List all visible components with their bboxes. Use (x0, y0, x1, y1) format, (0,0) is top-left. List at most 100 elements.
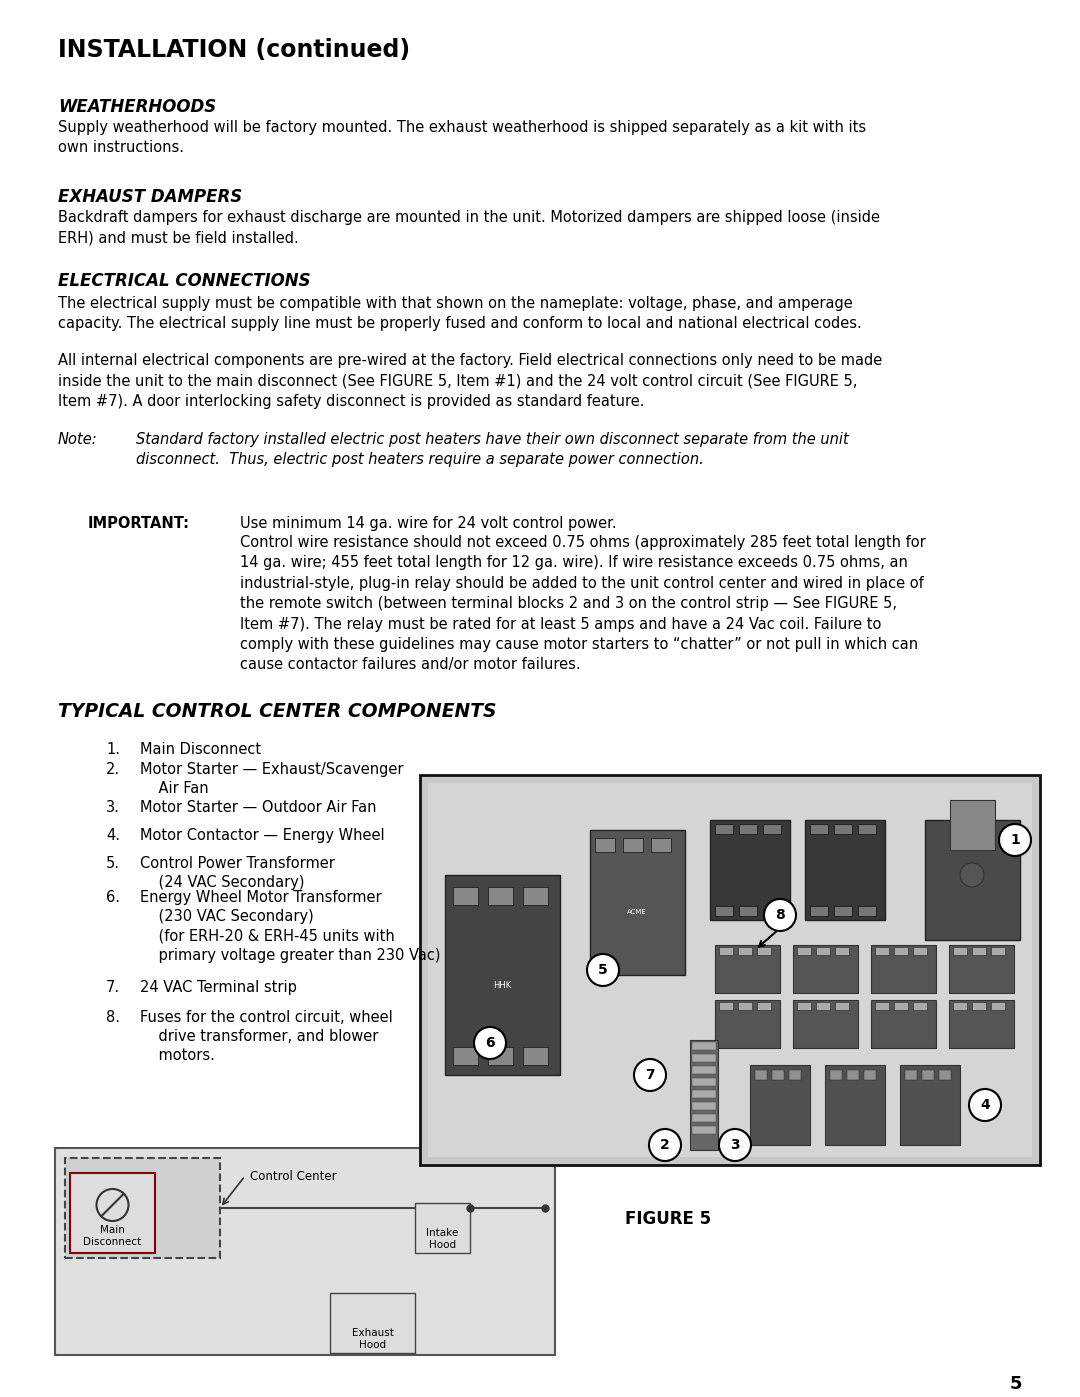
Bar (810, 824, 828, 834)
Bar (719, 947, 733, 956)
Text: Use minimum 14 ga. wire for 24 volt control power.: Use minimum 14 ga. wire for 24 volt cont… (240, 515, 617, 531)
Bar (834, 824, 852, 834)
Bar (590, 830, 685, 975)
Bar (858, 824, 876, 834)
Text: 8: 8 (775, 908, 785, 922)
Bar (762, 907, 781, 916)
Text: Intake
Hood: Intake Hood (427, 1228, 459, 1250)
Bar (825, 1065, 885, 1146)
Bar (831, 1070, 842, 1080)
Bar (715, 907, 733, 916)
Bar (715, 944, 780, 993)
Bar (651, 838, 671, 852)
Text: 6.: 6. (106, 890, 120, 905)
Bar (789, 1070, 801, 1080)
Bar (972, 1002, 986, 1010)
Bar (762, 824, 781, 834)
Bar (420, 775, 1040, 1165)
Bar (692, 1042, 716, 1051)
Text: 7: 7 (645, 1067, 654, 1083)
Bar (949, 1000, 1014, 1048)
Bar (757, 1002, 771, 1010)
Bar (793, 1000, 858, 1048)
Bar (950, 800, 995, 849)
Bar (690, 1039, 718, 1150)
Bar (428, 782, 1032, 1157)
Bar (692, 1102, 716, 1111)
Text: Motor Contactor — Energy Wheel: Motor Contactor — Energy Wheel (140, 828, 384, 842)
Bar (692, 1066, 716, 1074)
Bar (692, 1126, 716, 1134)
Bar (834, 907, 852, 916)
Bar (595, 838, 615, 852)
Text: Supply weatherhood will be factory mounted. The exhaust weatherhood is shipped s: Supply weatherhood will be factory mount… (58, 120, 866, 155)
Circle shape (719, 1129, 751, 1161)
Text: 4: 4 (981, 1098, 990, 1112)
Text: 4.: 4. (106, 828, 120, 842)
Circle shape (649, 1129, 681, 1161)
Bar (870, 1000, 936, 1048)
Bar (939, 1070, 951, 1080)
Bar (692, 1090, 716, 1098)
Bar (719, 1002, 733, 1010)
Circle shape (764, 900, 796, 930)
Bar (922, 1070, 934, 1080)
Bar (953, 1002, 967, 1010)
Bar (623, 838, 643, 852)
Bar (900, 1065, 960, 1146)
Text: Backdraft dampers for exhaust discharge are mounted in the unit. Motorized dampe: Backdraft dampers for exhaust discharge … (58, 210, 880, 246)
Bar (488, 887, 513, 905)
Bar (445, 875, 561, 1076)
Text: EXHAUST DAMPERS: EXHAUST DAMPERS (58, 189, 242, 205)
Text: Motor Starter — Outdoor Air Fan: Motor Starter — Outdoor Air Fan (140, 800, 377, 814)
Bar (913, 1002, 927, 1010)
Bar (70, 1173, 156, 1253)
Text: 3.: 3. (106, 800, 120, 814)
Bar (924, 820, 1020, 940)
Bar (772, 1070, 784, 1080)
Bar (894, 1002, 908, 1010)
Bar (710, 820, 789, 921)
Circle shape (588, 954, 619, 986)
Bar (991, 947, 1005, 956)
Text: Main
Disconnect: Main Disconnect (83, 1225, 141, 1248)
Bar (810, 907, 828, 916)
Bar (739, 907, 757, 916)
Text: Motor Starter — Exhaust/Scavenger
    Air Fan: Motor Starter — Exhaust/Scavenger Air Fa… (140, 761, 404, 796)
Text: The electrical supply must be compatible with that shown on the nameplate: volta: The electrical supply must be compatible… (58, 296, 862, 331)
Text: 3: 3 (730, 1139, 740, 1153)
Text: All internal electrical components are pre-wired at the factory. Field electrica: All internal electrical components are p… (58, 353, 882, 409)
Bar (894, 947, 908, 956)
Bar (739, 824, 757, 834)
Text: 8.: 8. (106, 1010, 120, 1025)
Bar (65, 1158, 220, 1259)
Text: Control Power Transformer
    (24 VAC Secondary): Control Power Transformer (24 VAC Second… (140, 856, 335, 890)
Text: IMPORTANT:: IMPORTANT: (87, 515, 190, 531)
Bar (692, 1053, 716, 1062)
Text: 1.: 1. (106, 742, 120, 757)
Circle shape (999, 824, 1031, 856)
Bar (875, 1002, 889, 1010)
Bar (55, 1148, 555, 1355)
Circle shape (96, 1189, 129, 1221)
Circle shape (960, 863, 984, 887)
Text: FIGURE 5: FIGURE 5 (625, 1210, 711, 1228)
Text: Note:: Note: (58, 432, 97, 447)
Bar (905, 1070, 917, 1080)
Text: WEATHERHOODS: WEATHERHOODS (58, 98, 216, 116)
Bar (692, 1078, 716, 1085)
Text: HHK: HHK (492, 981, 511, 989)
Bar (797, 947, 811, 956)
Text: TYPICAL CONTROL CENTER COMPONENTS: TYPICAL CONTROL CENTER COMPONENTS (58, 703, 497, 721)
Bar (816, 1002, 831, 1010)
Text: 5: 5 (598, 963, 608, 977)
Bar (453, 1046, 478, 1065)
Bar (835, 1002, 849, 1010)
Text: Control wire resistance should not exceed 0.75 ohms (approximately 285 feet tota: Control wire resistance should not excee… (240, 535, 926, 672)
Text: Fuses for the control circuit, wheel
    drive transformer, and blower
    motor: Fuses for the control circuit, wheel dri… (140, 1010, 393, 1063)
Text: 7.: 7. (106, 981, 120, 995)
Text: ACME: ACME (627, 909, 647, 915)
Text: Exhaust
Hood: Exhaust Hood (352, 1329, 393, 1350)
Text: INSTALLATION (continued): INSTALLATION (continued) (58, 38, 410, 61)
Bar (738, 1002, 752, 1010)
